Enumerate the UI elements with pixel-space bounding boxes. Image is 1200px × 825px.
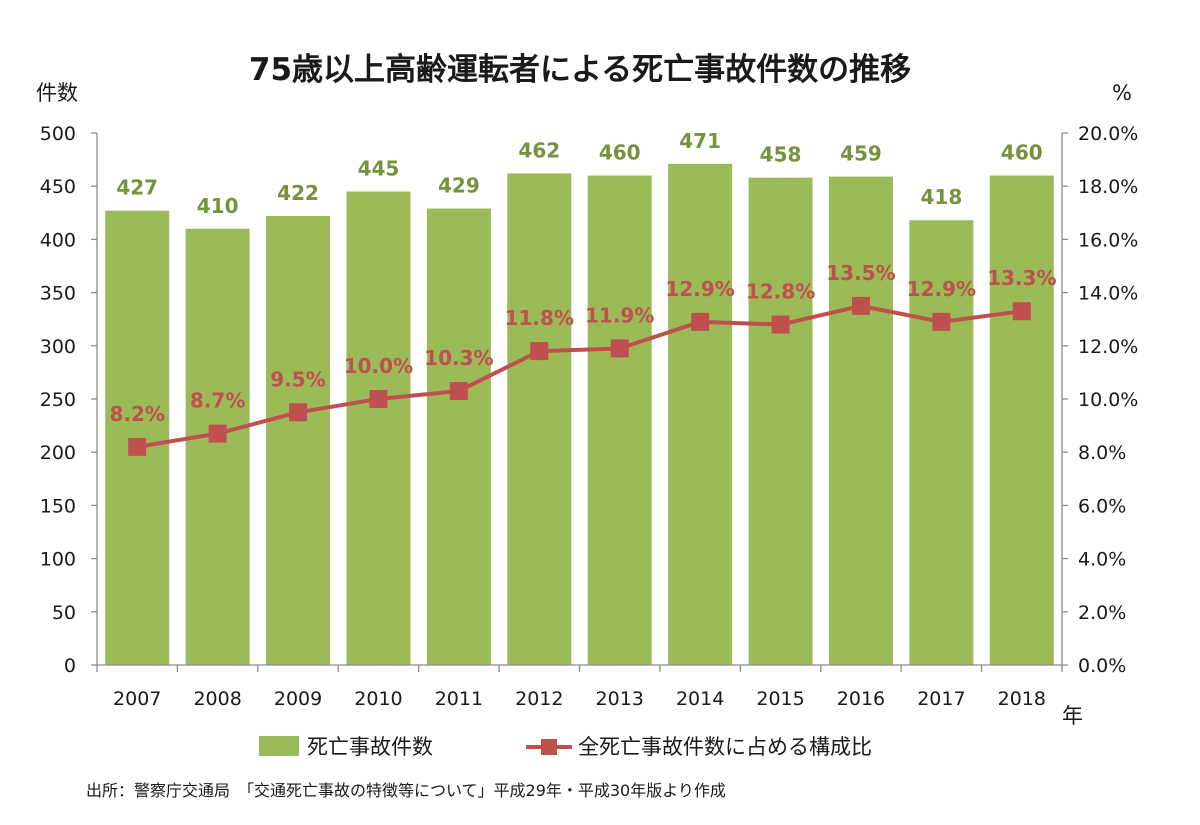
y-left-tick-label: 250 — [40, 389, 76, 411]
bar-2018 — [989, 175, 1054, 665]
line-value-label: 12.8% — [746, 280, 815, 304]
y-left-tick-label: 400 — [40, 229, 76, 251]
bar-2014 — [668, 163, 733, 665]
line-marker-2007 — [128, 437, 147, 456]
line-marker-2010 — [369, 390, 388, 408]
bar-2016 — [828, 176, 893, 665]
line-marker-2012 — [530, 342, 549, 361]
x-tick-label: 2013 — [596, 688, 644, 710]
x-unit-label: 年 — [1062, 704, 1083, 728]
bar-value-label: 445 — [358, 157, 400, 181]
line-marker-2017 — [932, 312, 951, 331]
bar-value-label: 427 — [116, 176, 158, 200]
line-value-label: 13.5% — [826, 261, 895, 285]
x-tick-label: 2017 — [917, 688, 965, 710]
bar-2012 — [507, 173, 572, 665]
x-tick-label: 2008 — [193, 688, 241, 710]
line-marker-2008 — [208, 424, 227, 443]
line-marker-2018 — [1012, 302, 1031, 321]
legend-swatch-marker — [541, 739, 557, 755]
bar-2007 — [105, 210, 170, 665]
bar-2008 — [185, 228, 250, 665]
y-left-tick-label: 100 — [40, 549, 76, 571]
y-right-tick-label: 12.0% — [1078, 336, 1138, 358]
source-note: 出所：警察庁交通局 「交通死亡事故の特徴等について」平成29年・平成30年版より… — [86, 781, 726, 800]
x-tick-label: 2018 — [998, 688, 1046, 710]
legend: 死亡事故件数 全死亡事故件数に占める構成比 — [259, 735, 872, 759]
y-left-unit-label: 件数 — [36, 81, 78, 105]
line-value-label: 9.5% — [270, 367, 325, 391]
y-left-tick-label: 0 — [64, 655, 76, 677]
legend-swatch-bars — [259, 736, 299, 756]
bar-2013 — [587, 175, 652, 665]
x-tick-label: 2012 — [515, 688, 563, 710]
bar-value-label: 459 — [840, 142, 882, 166]
bar-2017 — [909, 220, 974, 666]
y-right-tick-label: 14.0% — [1078, 283, 1138, 305]
x-tick-label: 2007 — [113, 688, 161, 710]
legend-label-bars: 死亡事故件数 — [307, 735, 433, 759]
y-left-tick-label: 150 — [40, 495, 76, 517]
line-marker-2009 — [289, 403, 308, 422]
bar-series — [105, 163, 1054, 666]
data-labels: 427 410 422 445 429 462 460 471 458 459 418 460 8.2%… — [109, 129, 1056, 426]
x-tick-label: 2009 — [274, 688, 322, 710]
chart-title: 75歳以上高齢運転者による死亡事故件数の推移 — [249, 52, 911, 88]
line-value-label: 11.8% — [505, 306, 574, 330]
bar-value-label: 429 — [438, 174, 480, 198]
y-right-tick-label: 8.0% — [1078, 442, 1126, 464]
y-left-tick-label: 200 — [40, 442, 76, 464]
y-right-tick-label: 18.0% — [1078, 176, 1138, 198]
legend-label-line: 全死亡事故件数に占める構成比 — [578, 735, 872, 759]
y-left-tick-label: 350 — [40, 283, 76, 305]
bar-value-label: 460 — [1001, 141, 1043, 165]
line-value-label: 8.2% — [109, 402, 164, 426]
axes: 0 50 100 150 200 250 300 350 400 450 500 0.0% 2.0% 4.… — [40, 123, 1139, 710]
x-tick-label: 2014 — [676, 688, 724, 710]
bar-value-label: 471 — [679, 129, 721, 153]
bar-2011 — [426, 208, 491, 665]
y-right-tick-label: 0.0% — [1078, 655, 1126, 677]
line-value-label: 10.3% — [424, 346, 493, 370]
line-value-label: 10.0% — [344, 354, 413, 378]
y-right-tick-label: 2.0% — [1078, 602, 1126, 624]
bar-value-label: 462 — [518, 138, 560, 162]
line-path — [136, 303, 1023, 449]
line-marker-2011 — [449, 382, 468, 401]
line-marker-2014 — [691, 312, 710, 331]
y-right-tick-label: 20.0% — [1078, 123, 1138, 145]
bar-value-label: 458 — [760, 143, 802, 167]
bar-value-label: 422 — [277, 181, 319, 205]
line-value-label: 13.3% — [987, 266, 1056, 290]
line-series — [128, 296, 1031, 456]
line-value-label: 12.9% — [665, 277, 734, 301]
y-right-tick-label: 16.0% — [1078, 229, 1138, 251]
x-tick-label: 2015 — [756, 688, 804, 710]
y-right-tick-label: 4.0% — [1078, 549, 1126, 571]
bar-2015 — [748, 177, 813, 666]
x-tick-label: 2011 — [435, 688, 483, 710]
y-left-tick-label: 50 — [52, 602, 76, 624]
x-tick-label: 2010 — [354, 688, 402, 710]
y-right-tick-label: 6.0% — [1078, 495, 1126, 517]
y-left-tick-label: 300 — [40, 336, 76, 358]
bar-2010 — [346, 191, 411, 665]
x-tick-label: 2016 — [837, 688, 885, 710]
line-marker-2013 — [610, 339, 629, 358]
y-right-tick-label: 10.0% — [1078, 389, 1138, 411]
bar-2009 — [266, 215, 331, 665]
bar-value-label: 418 — [921, 185, 963, 209]
line-value-label: 8.7% — [190, 389, 245, 413]
bar-value-label: 410 — [197, 194, 239, 218]
line-marker-2016 — [851, 296, 870, 315]
y-left-tick-label: 450 — [40, 176, 76, 198]
y-right-unit-label: % — [1112, 81, 1132, 105]
line-value-label: 11.9% — [585, 303, 654, 327]
y-left-tick-label: 500 — [40, 123, 76, 145]
line-value-label: 12.9% — [907, 277, 976, 301]
bar-value-label: 460 — [599, 141, 641, 165]
line-marker-2015 — [771, 315, 790, 334]
